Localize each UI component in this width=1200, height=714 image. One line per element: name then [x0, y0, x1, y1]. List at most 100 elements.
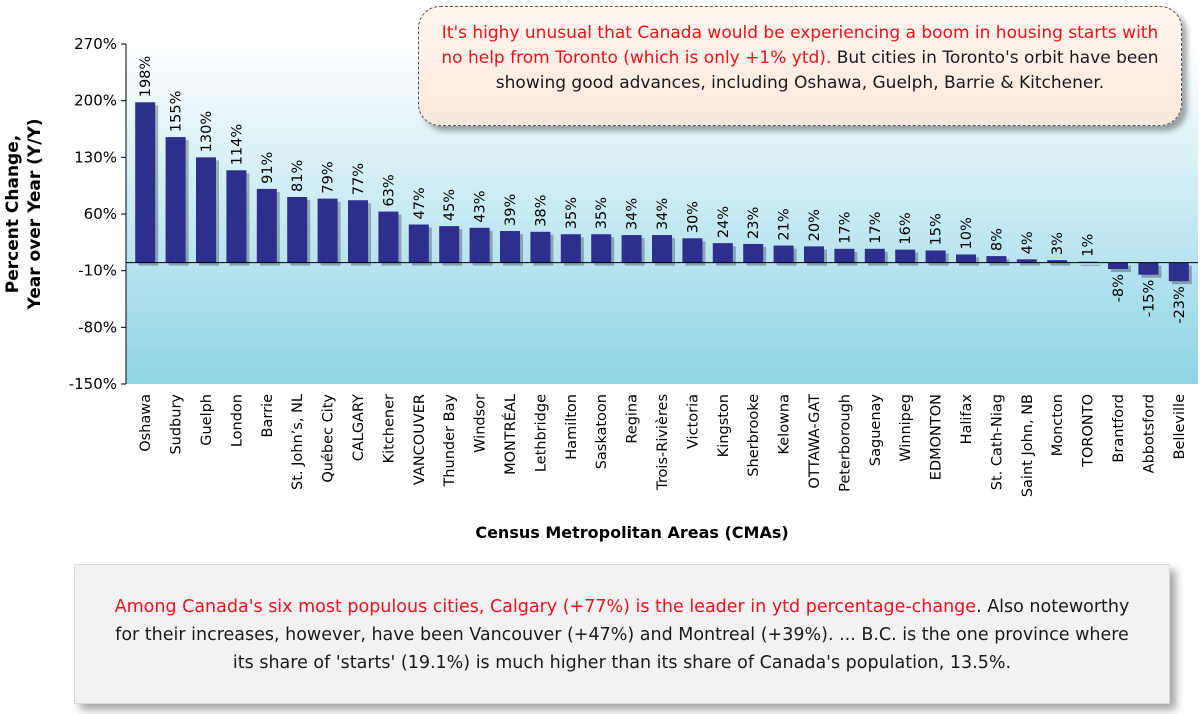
bar-19: [712, 243, 733, 263]
category-label: Belleville: [1172, 394, 1188, 460]
bar-1: [165, 137, 186, 263]
data-label: 34%: [625, 198, 641, 230]
y-tick-label: -80%: [78, 318, 117, 336]
bar-7: [348, 200, 368, 263]
category-label: Peterborough: [837, 394, 853, 492]
y-tick-label: -10%: [78, 262, 117, 280]
bar-6: [317, 198, 338, 263]
data-label: 39%: [503, 194, 519, 226]
y-axis-title-line1: Percent Change,: [3, 135, 23, 293]
bar-11: [469, 227, 490, 263]
bar-26: [925, 250, 946, 263]
data-label: 38%: [533, 195, 549, 227]
category-label: Halifax: [959, 394, 975, 445]
data-label: 15%: [929, 213, 945, 245]
y-tick-label: 60%: [84, 205, 117, 223]
data-label: 47%: [412, 187, 428, 219]
bar-5: [287, 197, 308, 263]
data-label: 30%: [685, 201, 701, 233]
category-label: Québec City: [321, 394, 337, 483]
category-label: TORONTO: [1081, 394, 1097, 468]
category-label: MONTRÉAL: [502, 394, 519, 475]
data-label: 198%: [138, 56, 154, 97]
category-label: Brantford: [1111, 394, 1127, 463]
data-label: -8%: [1111, 274, 1127, 302]
y-tick-label: 130%: [74, 148, 117, 166]
bar-13: [530, 231, 551, 263]
bar-16: [621, 235, 642, 263]
category-label: Saskatoon: [594, 394, 610, 469]
data-label: 10%: [959, 217, 975, 249]
bar-15: [591, 234, 612, 263]
callout-bottom-black-text: . Also noteworthy for their increases, h…: [115, 597, 1130, 673]
y-axis-title-line2: Year over Year (Y/Y): [25, 118, 45, 310]
data-label: 45%: [442, 189, 458, 221]
category-label: OTTAWA-GAT: [807, 394, 823, 489]
callout-top-black-text: But cities in Toronto's orbit have been …: [495, 48, 1159, 93]
bar-28: [986, 256, 1007, 263]
bar-0: [135, 102, 156, 263]
category-label: London: [229, 394, 245, 447]
data-label: 35%: [594, 197, 610, 229]
bar-4: [256, 188, 277, 263]
y-tick-label: 270%: [74, 35, 117, 53]
category-label: Trois-Rivières: [655, 394, 671, 491]
data-label: 16%: [898, 212, 914, 244]
data-label: 81%: [290, 160, 306, 192]
category-label: Windsor: [473, 394, 489, 453]
bar-9: [408, 224, 429, 263]
bar-12: [500, 231, 520, 263]
y-tick-label: -150%: [69, 375, 117, 393]
callout-top-red-text: It's highy unusual that Canada would be …: [441, 23, 1159, 68]
bar-22: [804, 246, 824, 263]
bar-shadow: [1019, 262, 1040, 266]
data-label: 114%: [229, 124, 245, 165]
bar-30: [1047, 260, 1068, 263]
data-label: 3%: [1050, 232, 1066, 255]
bar-2: [196, 157, 216, 263]
data-label: 43%: [473, 191, 489, 223]
category-label: Oshawa: [138, 394, 154, 452]
data-label: 21%: [777, 208, 793, 240]
category-label: Winnipeg: [898, 394, 914, 462]
category-label: Kingston: [716, 394, 732, 457]
category-label: VANCOUVER: [412, 394, 428, 485]
category-label: Guelph: [199, 394, 215, 446]
category-label: Sudbury: [169, 394, 185, 455]
bar-23: [834, 248, 855, 263]
bar-14: [560, 234, 581, 263]
data-label: 35%: [564, 197, 580, 229]
bar-29: [1016, 259, 1037, 263]
data-label: 34%: [655, 198, 671, 230]
data-label: 23%: [746, 207, 762, 239]
category-label: Barrie: [260, 394, 276, 438]
bar-8: [378, 211, 399, 263]
bar-3: [226, 170, 247, 263]
bar-20: [743, 243, 764, 263]
bar-25: [895, 249, 916, 263]
category-label: Victoria: [685, 394, 701, 449]
x-axis-title: Census Metropolitan Areas (CMAs): [475, 523, 788, 542]
y-tick-label: 200%: [74, 92, 117, 110]
category-label: Saguenay: [868, 394, 884, 466]
bar-32: [1108, 262, 1128, 270]
data-label: 17%: [868, 212, 884, 244]
bar-24: [864, 248, 885, 263]
annotation-callout-top: It's highy unusual that Canada would be …: [418, 6, 1182, 126]
data-label: 20%: [807, 209, 823, 241]
data-label: -23%: [1172, 286, 1188, 323]
category-label: EDMONTON: [929, 394, 945, 480]
category-label: Saint John, NB: [1020, 394, 1036, 497]
bar-17: [652, 235, 672, 263]
category-label: St. Cath-Niag: [989, 394, 1005, 490]
data-label: 8%: [989, 228, 1005, 251]
data-label: 79%: [321, 161, 337, 193]
category-label: Hamilton: [564, 394, 580, 460]
category-label: Moncton: [1050, 394, 1066, 456]
data-label: 77%: [351, 163, 367, 195]
data-label: 130%: [199, 111, 215, 152]
bar-21: [773, 245, 794, 263]
bar-shadow: [1080, 264, 1101, 266]
data-label: -15%: [1141, 280, 1157, 317]
data-label: 1%: [1081, 234, 1097, 257]
